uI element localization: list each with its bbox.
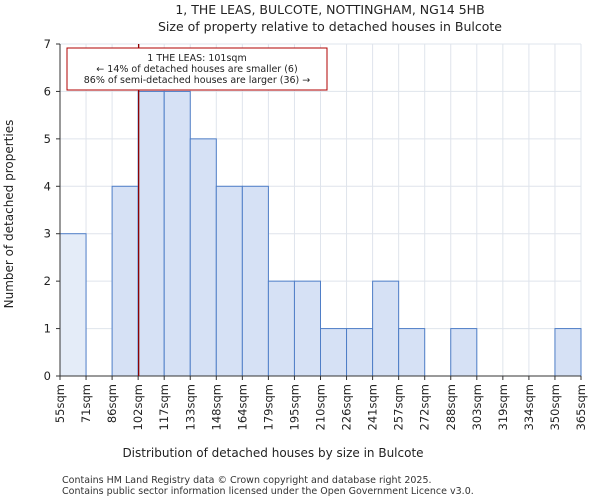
x-tick-label: 71sqm [79, 384, 93, 423]
bar-179sqm [267, 280, 295, 377]
x-tick-label: 210sqm [314, 384, 328, 430]
annotation-box: 1 THE LEAS: 101sqm ← 14% of detached hou… [66, 47, 328, 91]
x-tick-label: 86sqm [105, 384, 119, 423]
y-tick-label: 0 [44, 369, 51, 383]
chart-subtitle: Size of property relative to detached ho… [158, 19, 502, 34]
footer-line-2: Contains public sector information licen… [62, 486, 474, 497]
bar-210sqm [320, 328, 348, 377]
x-tick-label: 148sqm [209, 384, 223, 430]
bar-102sqm [137, 90, 165, 377]
x-tick-label: 257sqm [392, 384, 406, 430]
y-tick-label: 4 [44, 179, 51, 193]
bar-164sqm [241, 185, 269, 377]
bar-195sqm [293, 280, 322, 377]
x-tick-label: 365sqm [574, 384, 588, 430]
annotation-line-2: ← 14% of detached houses are smaller (6) [96, 64, 297, 75]
y-tick-label: 3 [44, 227, 51, 241]
x-tick-label: 195sqm [287, 384, 301, 430]
x-tick-label: 117sqm [157, 384, 171, 430]
y-tick-label: 7 [44, 37, 51, 51]
y-axis-label: Number of detached properties [2, 120, 16, 309]
annotation-line-1: 1 THE LEAS: 101sqm [147, 53, 246, 64]
x-tick-label: 334sqm [522, 384, 536, 430]
x-tick-label: 102sqm [131, 384, 145, 430]
chart-title: 1, THE LEAS, BULCOTE, NOTTINGHAM, NG14 5… [175, 2, 484, 17]
bar-55sqm [59, 233, 87, 377]
x-tick-label: 164sqm [235, 384, 249, 430]
bar-350sqm [554, 328, 582, 377]
x-tick-label: 272sqm [418, 384, 432, 430]
bar-288sqm [450, 328, 478, 377]
footer-line-1: Contains HM Land Registry data © Crown c… [62, 475, 432, 486]
bar-148sqm [215, 185, 243, 377]
x-tick-label: 55sqm [53, 384, 67, 423]
x-tick-label: 288sqm [444, 384, 458, 430]
x-tick-labels: 55sqm 71sqm 86sqm 102sqm 117sqm 133sqm 148sqm 1… [53, 384, 588, 430]
y-tick-labels: 0 1 2 3 4 5 6 7 [44, 37, 51, 383]
bar-226sqm [346, 328, 374, 377]
x-tick-label: 303sqm [470, 384, 484, 430]
x-tick-label: 319sqm [496, 384, 510, 430]
x-tick-label: 226sqm [340, 384, 354, 430]
x-axis-label: Distribution of detached houses by size … [122, 446, 423, 460]
x-tick-label: 133sqm [183, 384, 197, 430]
bar-241sqm [372, 280, 400, 377]
annotation-line-3: 86% of semi-detached houses are larger (… [84, 75, 311, 86]
bar-117sqm [163, 90, 191, 377]
y-tick-label: 6 [44, 84, 51, 98]
x-tick-label: 179sqm [261, 384, 275, 430]
bar-86sqm [111, 185, 139, 377]
x-tick-label: 350sqm [548, 384, 562, 430]
y-tick-label: 1 [44, 322, 51, 336]
x-tick-label: 241sqm [366, 384, 380, 430]
annotation-border [66, 47, 328, 91]
bar-133sqm [189, 138, 217, 377]
y-tick-label: 2 [44, 274, 51, 288]
bar-257sqm [398, 328, 426, 377]
bars [59, 90, 582, 377]
axes [56, 43, 582, 380]
y-tick-label: 5 [44, 132, 51, 146]
